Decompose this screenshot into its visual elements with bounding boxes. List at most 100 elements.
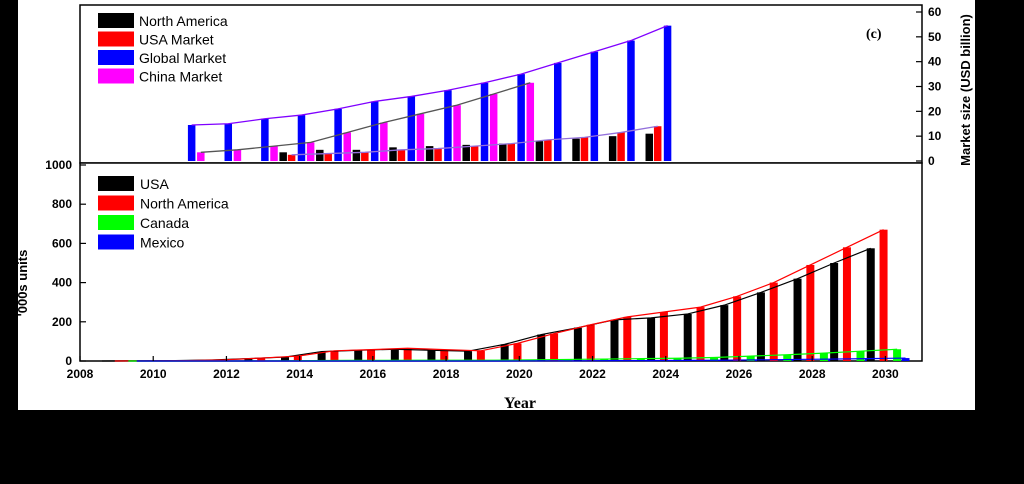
bottom-y-tick-label: 1000 [45, 158, 72, 172]
bottom-x-tick-label: 2020 [506, 367, 533, 381]
bar-usa-2018 [427, 350, 436, 361]
top-y-tick-label: 50 [928, 30, 942, 44]
bar-global-market-2014 [297, 115, 306, 161]
bar-north-america-2021 [535, 141, 544, 161]
bar-china-market-2014 [306, 142, 315, 161]
bar-usa-market-2023 [617, 132, 625, 161]
bottom-x-tick-label: 2022 [579, 367, 606, 381]
bottom-plot-frame [79, 162, 923, 362]
bottom-legend: USA North America Canada Mexico [98, 176, 229, 251]
bar-usa-market-2017 [397, 149, 406, 161]
bar-north-america-2024 [659, 312, 668, 361]
bar-north-america-2021 [550, 333, 559, 361]
bar-usa-2030 [866, 248, 875, 361]
bottom-y-axis-label: '000s units [15, 250, 30, 317]
bar-usa-2026 [720, 305, 729, 361]
bar-mexico-2030 [901, 358, 910, 361]
bar-canada-2025 [710, 357, 719, 361]
bar-usa-market-2021 [544, 139, 552, 161]
bar-north-america-2019 [476, 350, 485, 361]
bar-usa-market-2018 [434, 148, 442, 161]
legend-swatch-usa-market [98, 31, 134, 47]
legend-swatch-north-america [98, 13, 134, 28]
top-y-tick-label: 20 [928, 104, 942, 118]
bar-north-america-2017 [389, 147, 397, 161]
bar-canada-2028 [819, 353, 828, 361]
top-y-tick-label: 30 [928, 80, 942, 94]
top-y-tick-label: 10 [928, 129, 942, 143]
bottom-x-axis-label: Year [504, 395, 536, 412]
bar-usa-2027 [756, 292, 765, 361]
legend-label-global-market: Global Market [139, 50, 226, 66]
bar-global-market-2019 [480, 82, 489, 161]
legend-label-china-market: China Market [139, 69, 222, 85]
bar-china-market-2016 [380, 122, 388, 161]
bar-usa-2019 [464, 351, 473, 361]
bar-global-market-2013 [261, 118, 269, 161]
bar-north-america-2024 [645, 133, 654, 161]
bar-usa-2025 [683, 313, 692, 361]
bar-global-market-2017 [407, 96, 416, 161]
top-legend: North America USA Market Global Market Chin… [98, 13, 228, 85]
legend-swatch-canada [98, 215, 134, 230]
legend-label-usa-market: USA Market [139, 32, 214, 48]
bar-usa-2024 [647, 317, 656, 361]
bar-china-market-2015 [343, 132, 351, 161]
bar-north-america-2015 [316, 149, 324, 161]
bar-north-america-2030 [879, 229, 888, 361]
legend-label-north-america: North America [139, 13, 228, 29]
legend-swatch-usa [98, 176, 134, 191]
bottom-x-tick-label: 2018 [433, 367, 460, 381]
bottom-y-axis: 0 200 400 600 800 1000 [45, 158, 86, 368]
bottom-y-tick-label: 400 [52, 276, 72, 290]
bar-usa-market-2022 [580, 137, 589, 161]
bar-usa-2023 [610, 319, 619, 361]
bar-north-america-2022 [586, 324, 595, 361]
bar-north-america-2017 [403, 348, 412, 361]
bar-global-market-2016 [370, 101, 379, 161]
bottom-x-tick-label: 2008 [67, 367, 94, 381]
trendline-global-market [191, 25, 668, 126]
top-y-tick-label: 60 [928, 5, 942, 19]
bar-canada-2026 [746, 356, 755, 361]
bar-china-market-2011 [197, 152, 205, 161]
bottom-x-tick-label: 2030 [872, 367, 899, 381]
bar-china-market-2018 [453, 105, 461, 161]
bar-canada-2029 [856, 351, 865, 361]
bar-global-market-2022 [590, 51, 599, 161]
bar-global-market-2011 [187, 124, 196, 161]
bar-north-america-2026 [733, 296, 742, 361]
bar-usa-2020 [500, 344, 509, 361]
trendline-north-america [114, 229, 884, 362]
bar-north-america-2029 [842, 247, 851, 361]
bar-canada-2024 [673, 358, 682, 361]
bar-usa-2029 [830, 263, 839, 361]
bar-canada-2030 [893, 349, 902, 361]
bar-usa-market-2019 [470, 146, 479, 161]
bottom-x-tick-label: 2024 [652, 367, 679, 381]
bar-north-america-2020 [499, 143, 507, 161]
bar-north-america-2016 [352, 149, 361, 161]
bar-china-market-2012 [233, 149, 242, 161]
bar-usa-market-2024 [653, 126, 662, 161]
bar-global-market-2023 [627, 40, 635, 161]
bar-north-america-2018 [440, 349, 449, 361]
top-y-tick-label: 40 [928, 55, 942, 69]
legend-label-mexico: Mexico [140, 235, 185, 251]
bottom-x-tick-label: 2028 [799, 367, 826, 381]
bar-usa-market-2015 [324, 153, 332, 161]
trendline-china-market [200, 82, 531, 153]
bottom-x-tick-label: 2026 [726, 367, 753, 381]
bar-usa-2009 [97, 361, 106, 362]
legend-swatch-mexico [98, 234, 134, 250]
bar-usa-2021 [537, 334, 546, 361]
bar-north-america-2023 [623, 316, 632, 361]
bar-north-america-2014 [293, 356, 302, 361]
bar-usa-2013 [244, 358, 253, 361]
bottom-x-tick-label: 2012 [213, 367, 240, 381]
bar-global-market-2024 [663, 25, 672, 162]
top-y-axis: 0 10 20 30 40 50 60 [916, 5, 942, 168]
